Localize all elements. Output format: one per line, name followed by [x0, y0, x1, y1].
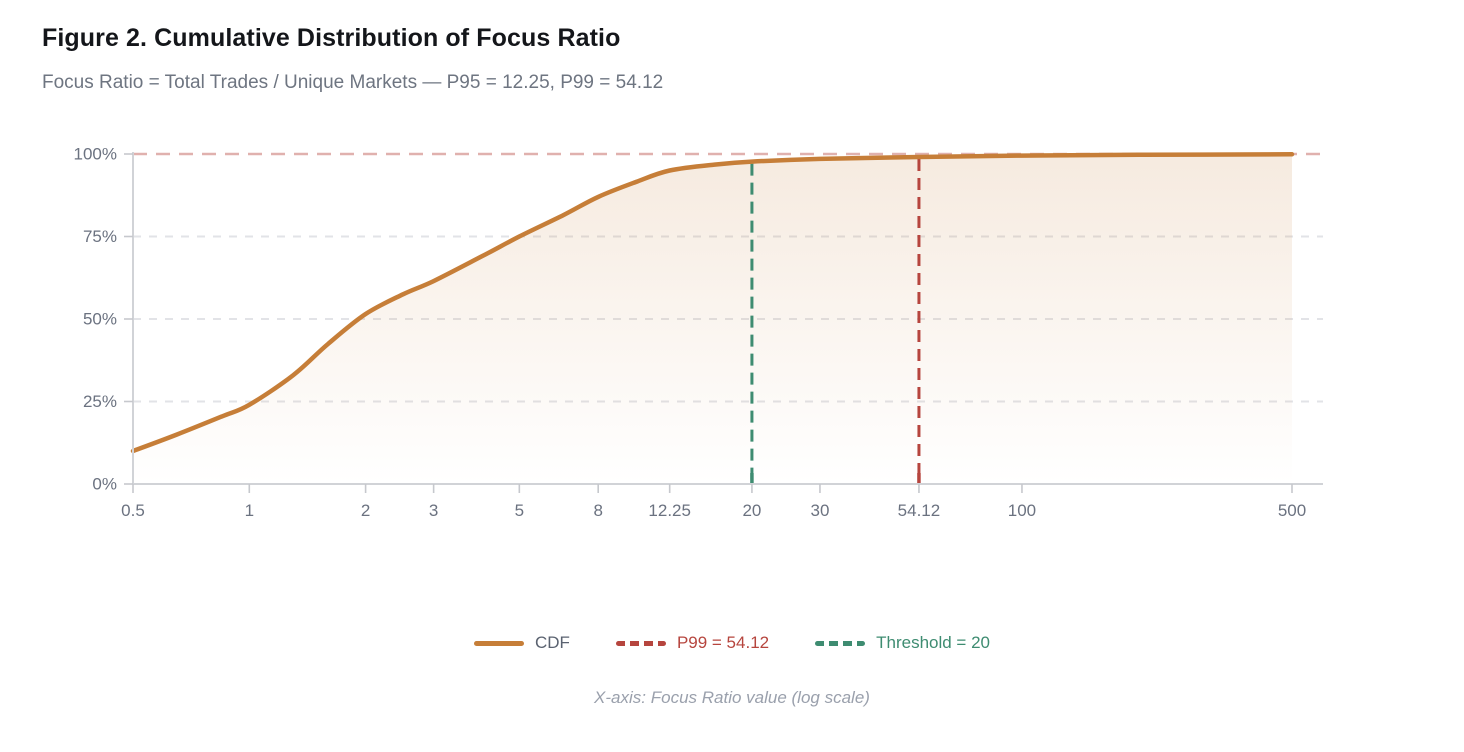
figure-subtitle: Focus Ratio = Total Trades / Unique Mark… [42, 72, 664, 93]
x-tick-label: 5 [515, 501, 524, 520]
x-tick-label: 500 [1278, 501, 1306, 520]
cdf-line-swatch-icon [473, 640, 524, 646]
x-tick-label: 20 [742, 501, 761, 520]
y-tick-label: 0% [92, 475, 117, 494]
curve-group [130, 152, 1295, 454]
x-tick-label: 100 [1008, 501, 1036, 520]
chart-legend: CDF P99 = 54.12 Threshold = 20 [0, 633, 1464, 653]
legend-item-threshold[interactable]: Threshold = 20 [815, 633, 990, 653]
x-tick-label: 0.5 [121, 501, 145, 520]
cdf-curve [130, 152, 1295, 454]
legend-label-p99: P99 = 54.12 [676, 633, 770, 652]
y-tick-label: 100% [74, 145, 117, 164]
y-tick-label: 50% [83, 310, 117, 329]
x-tick-label: 12.25 [648, 501, 691, 520]
legend-item-cdf[interactable]: CDF [473, 633, 570, 653]
x-tick-label: 8 [593, 501, 602, 520]
x-tick-label: 2 [361, 501, 370, 520]
axes-group [124, 152, 1323, 493]
vertical-reference-line-group [750, 158, 921, 483]
y-tick-label: 75% [83, 227, 117, 246]
axis-caption: X-axis: Focus Ratio value (log scale) [594, 688, 870, 707]
x-tick-label: 3 [429, 501, 438, 520]
cdf-chart-plot: 0% 25% 50% 75% 100% 0.5 1 2 3 5 8 12.25 20 30 54.12 100… [74, 145, 1323, 521]
legend-item-p99[interactable]: P99 = 54.12 [615, 633, 770, 653]
area-fill-group [133, 154, 1292, 485]
x-tick-label: 1 [245, 501, 254, 520]
y-tick-label: 25% [83, 392, 117, 411]
legend-label-cdf: CDF [534, 633, 570, 652]
threshold-dashed-swatch-icon [815, 640, 866, 646]
tick-label-group: 0% 25% 50% 75% 100% 0.5 1 2 3 5 8 12.25 20 30 54.12 100… [74, 145, 1307, 521]
legend-label-threshold: Threshold = 20 [876, 633, 990, 652]
p99-dashed-swatch-icon [615, 640, 666, 646]
x-tick-label: 54.12 [898, 501, 941, 520]
figure-title: Figure 2. Cumulative Distribution of Foc… [42, 24, 621, 52]
cdf-area-fill [133, 154, 1292, 485]
x-tick-label: 30 [810, 501, 829, 520]
